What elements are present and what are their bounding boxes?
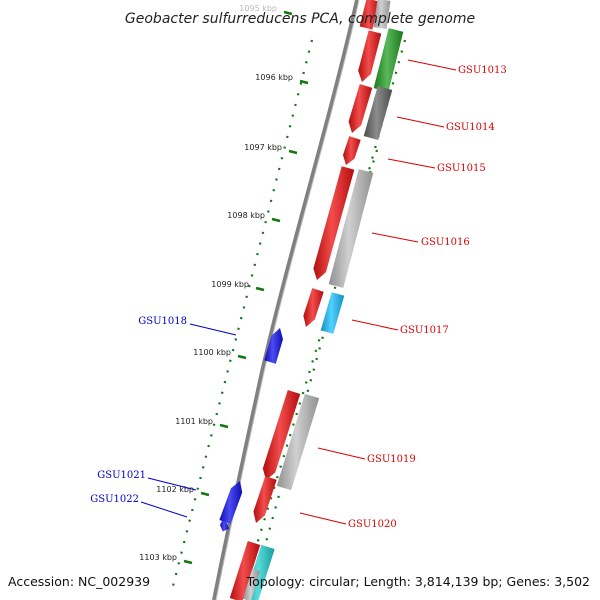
cds-arrow-forward-shading: [343, 136, 361, 165]
label-connector-gsu1017: [351, 319, 399, 331]
gene-label-gsu1021[interactable]: GSU1021: [97, 470, 146, 481]
cds-arrow-reverse-shading: [219, 481, 243, 525]
cds-bar-forward-shading: [229, 541, 261, 600]
ruler-tick: [255, 286, 265, 292]
dotted-track-1: [248, 39, 407, 600]
gene-label-gsu1013[interactable]: GSU1013: [458, 65, 507, 76]
cds-arrow-forward-shading: [262, 390, 301, 480]
gene-label-gsu1016[interactable]: GSU1016: [421, 237, 470, 248]
ruler-label: 1096 kbp: [255, 73, 293, 82]
ruler-label: 1101 kbp: [175, 417, 213, 426]
cds-arrow-forward-shading: [253, 476, 277, 523]
label-connector-gsu1015: [387, 158, 436, 169]
feature-bar-light-blue-shading: [320, 292, 345, 334]
feature-bar-light-gray-shading: [373, 0, 391, 29]
ruler-tick: [288, 149, 298, 155]
ruler-tick: [183, 559, 193, 565]
gene-labels: GSU1013 GSU1014 GSU1015 GSU1016 GSU1017 GSU10…: [90, 59, 507, 530]
ruler-label: 1099 kbp: [211, 280, 249, 289]
dotted-track-0: [170, 39, 314, 591]
gene-label-gsu1020[interactable]: GSU1020: [348, 519, 397, 530]
ruler-label: 1098 kbp: [227, 211, 265, 220]
gene-label-gsu1015[interactable]: GSU1015: [437, 163, 486, 174]
label-connector-gsu1013: [407, 59, 457, 71]
feature-bar-light-gray-shading: [243, 568, 260, 600]
gene-label-gsu1014[interactable]: GSU1014: [446, 122, 495, 133]
cds-bar-forward-shading: [359, 0, 380, 30]
ruler-tick: [237, 354, 247, 360]
ruler-label: 1102 kbp: [156, 485, 194, 494]
ruler-tick: [271, 217, 281, 223]
cds-arrow-forward-shading: [303, 288, 324, 327]
label-connector-gsu1019: [317, 447, 366, 460]
feature-bar-light-gray-shading: [276, 393, 320, 491]
ruler-label: 1103 kbp: [139, 553, 177, 562]
ruler-label: 1100 kbp: [193, 348, 231, 357]
feature-bar-light-gray-shading: [328, 169, 374, 288]
kbp-ruler: 1095 kbp 1096 kbp 1097 kbp 1098 kbp 1099 kbp…: [139, 4, 309, 565]
label-connector-gsu1022: [140, 501, 188, 518]
ruler-label: 1095 kbp: [239, 4, 277, 13]
accession-text: Accession: NC_002939: [8, 574, 150, 589]
label-connector-gsu1018: [189, 323, 237, 336]
ruler-tick: [283, 10, 293, 16]
label-connector-gsu1016: [371, 232, 419, 243]
cds-arrow-forward-shading: [358, 30, 382, 82]
genome-summary-text: Topology: circular; Length: 3,814,139 bp…: [246, 574, 590, 589]
cds-arrow-reverse-shading: [264, 328, 283, 364]
ruler-tick: [200, 491, 210, 497]
cds-arrow-forward-shading: [348, 84, 373, 133]
feature-bar-green-shading: [373, 28, 404, 92]
label-connector-gsu1014: [396, 116, 445, 128]
label-connector-gsu1020: [299, 512, 347, 525]
ruler-label: 1097 kbp: [244, 143, 282, 152]
cds-arrow-reverse-shading: [220, 521, 230, 532]
gene-features: [219, 0, 404, 600]
gene-label-gsu1018[interactable]: GSU1018: [138, 316, 187, 327]
feature-bar-dark-gray-shading: [363, 85, 393, 141]
label-connector-gsu1021: [147, 477, 197, 491]
ruler-tick: [299, 79, 309, 85]
gene-label-gsu1017[interactable]: GSU1017: [400, 325, 449, 336]
map-title: Geobacter sulfurreducens PCA, complete g…: [125, 11, 475, 27]
gene-label-gsu1022[interactable]: GSU1022: [90, 494, 139, 505]
cds-arrow-forward-shading: [313, 166, 355, 280]
gene-label-gsu1019[interactable]: GSU1019: [367, 454, 416, 465]
ruler-tick: [219, 423, 229, 429]
